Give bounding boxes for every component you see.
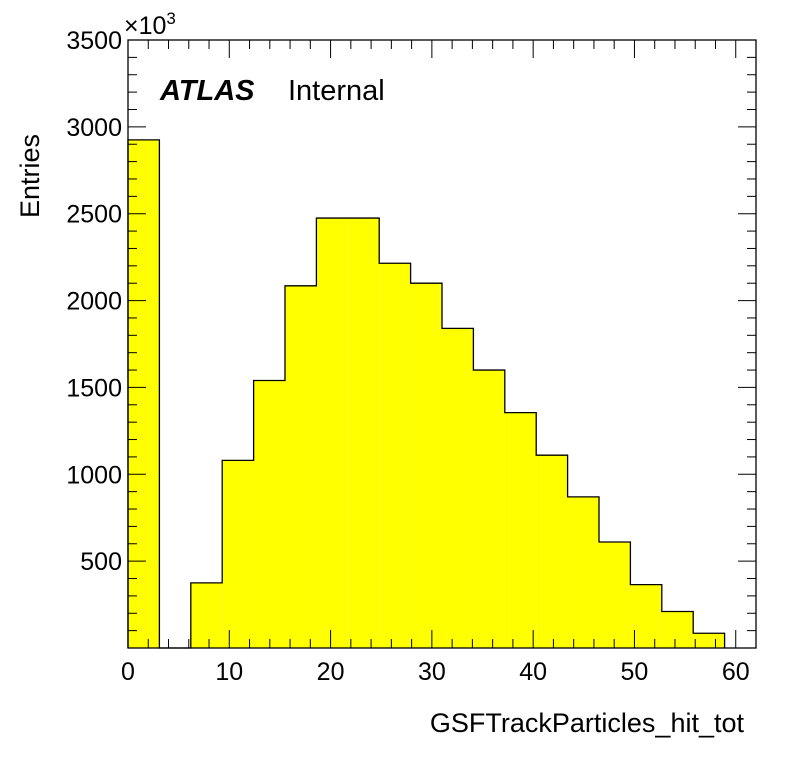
- y-tick-label: 1500: [66, 374, 122, 402]
- histogram-bar: [630, 584, 662, 648]
- x-tick-label: 0: [121, 658, 135, 686]
- x-axis-title: GSFTrackParticles_hit_tot: [430, 708, 745, 738]
- histogram-bar: [222, 460, 254, 648]
- histogram-bar: [253, 380, 285, 648]
- axis-tick-labels: 0 10 20 30 40 50 60 500 1000 1500 2000 2500 3000 3500: [66, 27, 749, 686]
- histogram-bar: [693, 633, 725, 648]
- x-tick-label: 10: [215, 658, 243, 686]
- x-tick-label: 50: [621, 658, 649, 686]
- y-tick-label: 2500: [66, 201, 122, 229]
- y-axis-title: Entries: [15, 134, 45, 218]
- histogram-bar: [473, 370, 505, 648]
- atlas-label: ATLAS: [159, 75, 255, 107]
- x-tick-label: 60: [722, 658, 750, 686]
- histogram-bar: [599, 542, 631, 648]
- plot-frame: [127, 39, 757, 649]
- histogram-bar: [347, 218, 380, 649]
- histogram-outline: [127, 139, 726, 649]
- x-tick-label: 30: [418, 658, 446, 686]
- x-tick-label: 40: [519, 658, 547, 686]
- y-tick-label: 500: [80, 548, 122, 576]
- y-tick-label: 3000: [66, 114, 122, 142]
- histogram-bar: [410, 283, 442, 648]
- plot-border: [127, 39, 757, 649]
- histogram-bar: [285, 285, 317, 648]
- histogram-bar: [442, 328, 474, 648]
- y-tick-label: 2000: [66, 288, 122, 316]
- histogram-bars: [127, 139, 726, 649]
- y-tick-label: 1000: [66, 461, 122, 489]
- histogram-bar: [567, 496, 599, 648]
- y-tick-label: 3500: [66, 27, 122, 55]
- histogram-bar: [661, 611, 694, 648]
- histogram-bar: [316, 218, 348, 649]
- axis-ticks: [127, 39, 757, 648]
- histogram-bar: [190, 582, 223, 648]
- histogram-bar: [379, 263, 411, 648]
- y-axis-multiplier: ×103: [124, 9, 176, 40]
- internal-label: Internal: [288, 75, 385, 107]
- x-tick-label: 20: [317, 658, 345, 686]
- histogram-bar: [536, 455, 568, 648]
- histogram-bar: [128, 139, 160, 648]
- histogram-bar: [504, 412, 537, 648]
